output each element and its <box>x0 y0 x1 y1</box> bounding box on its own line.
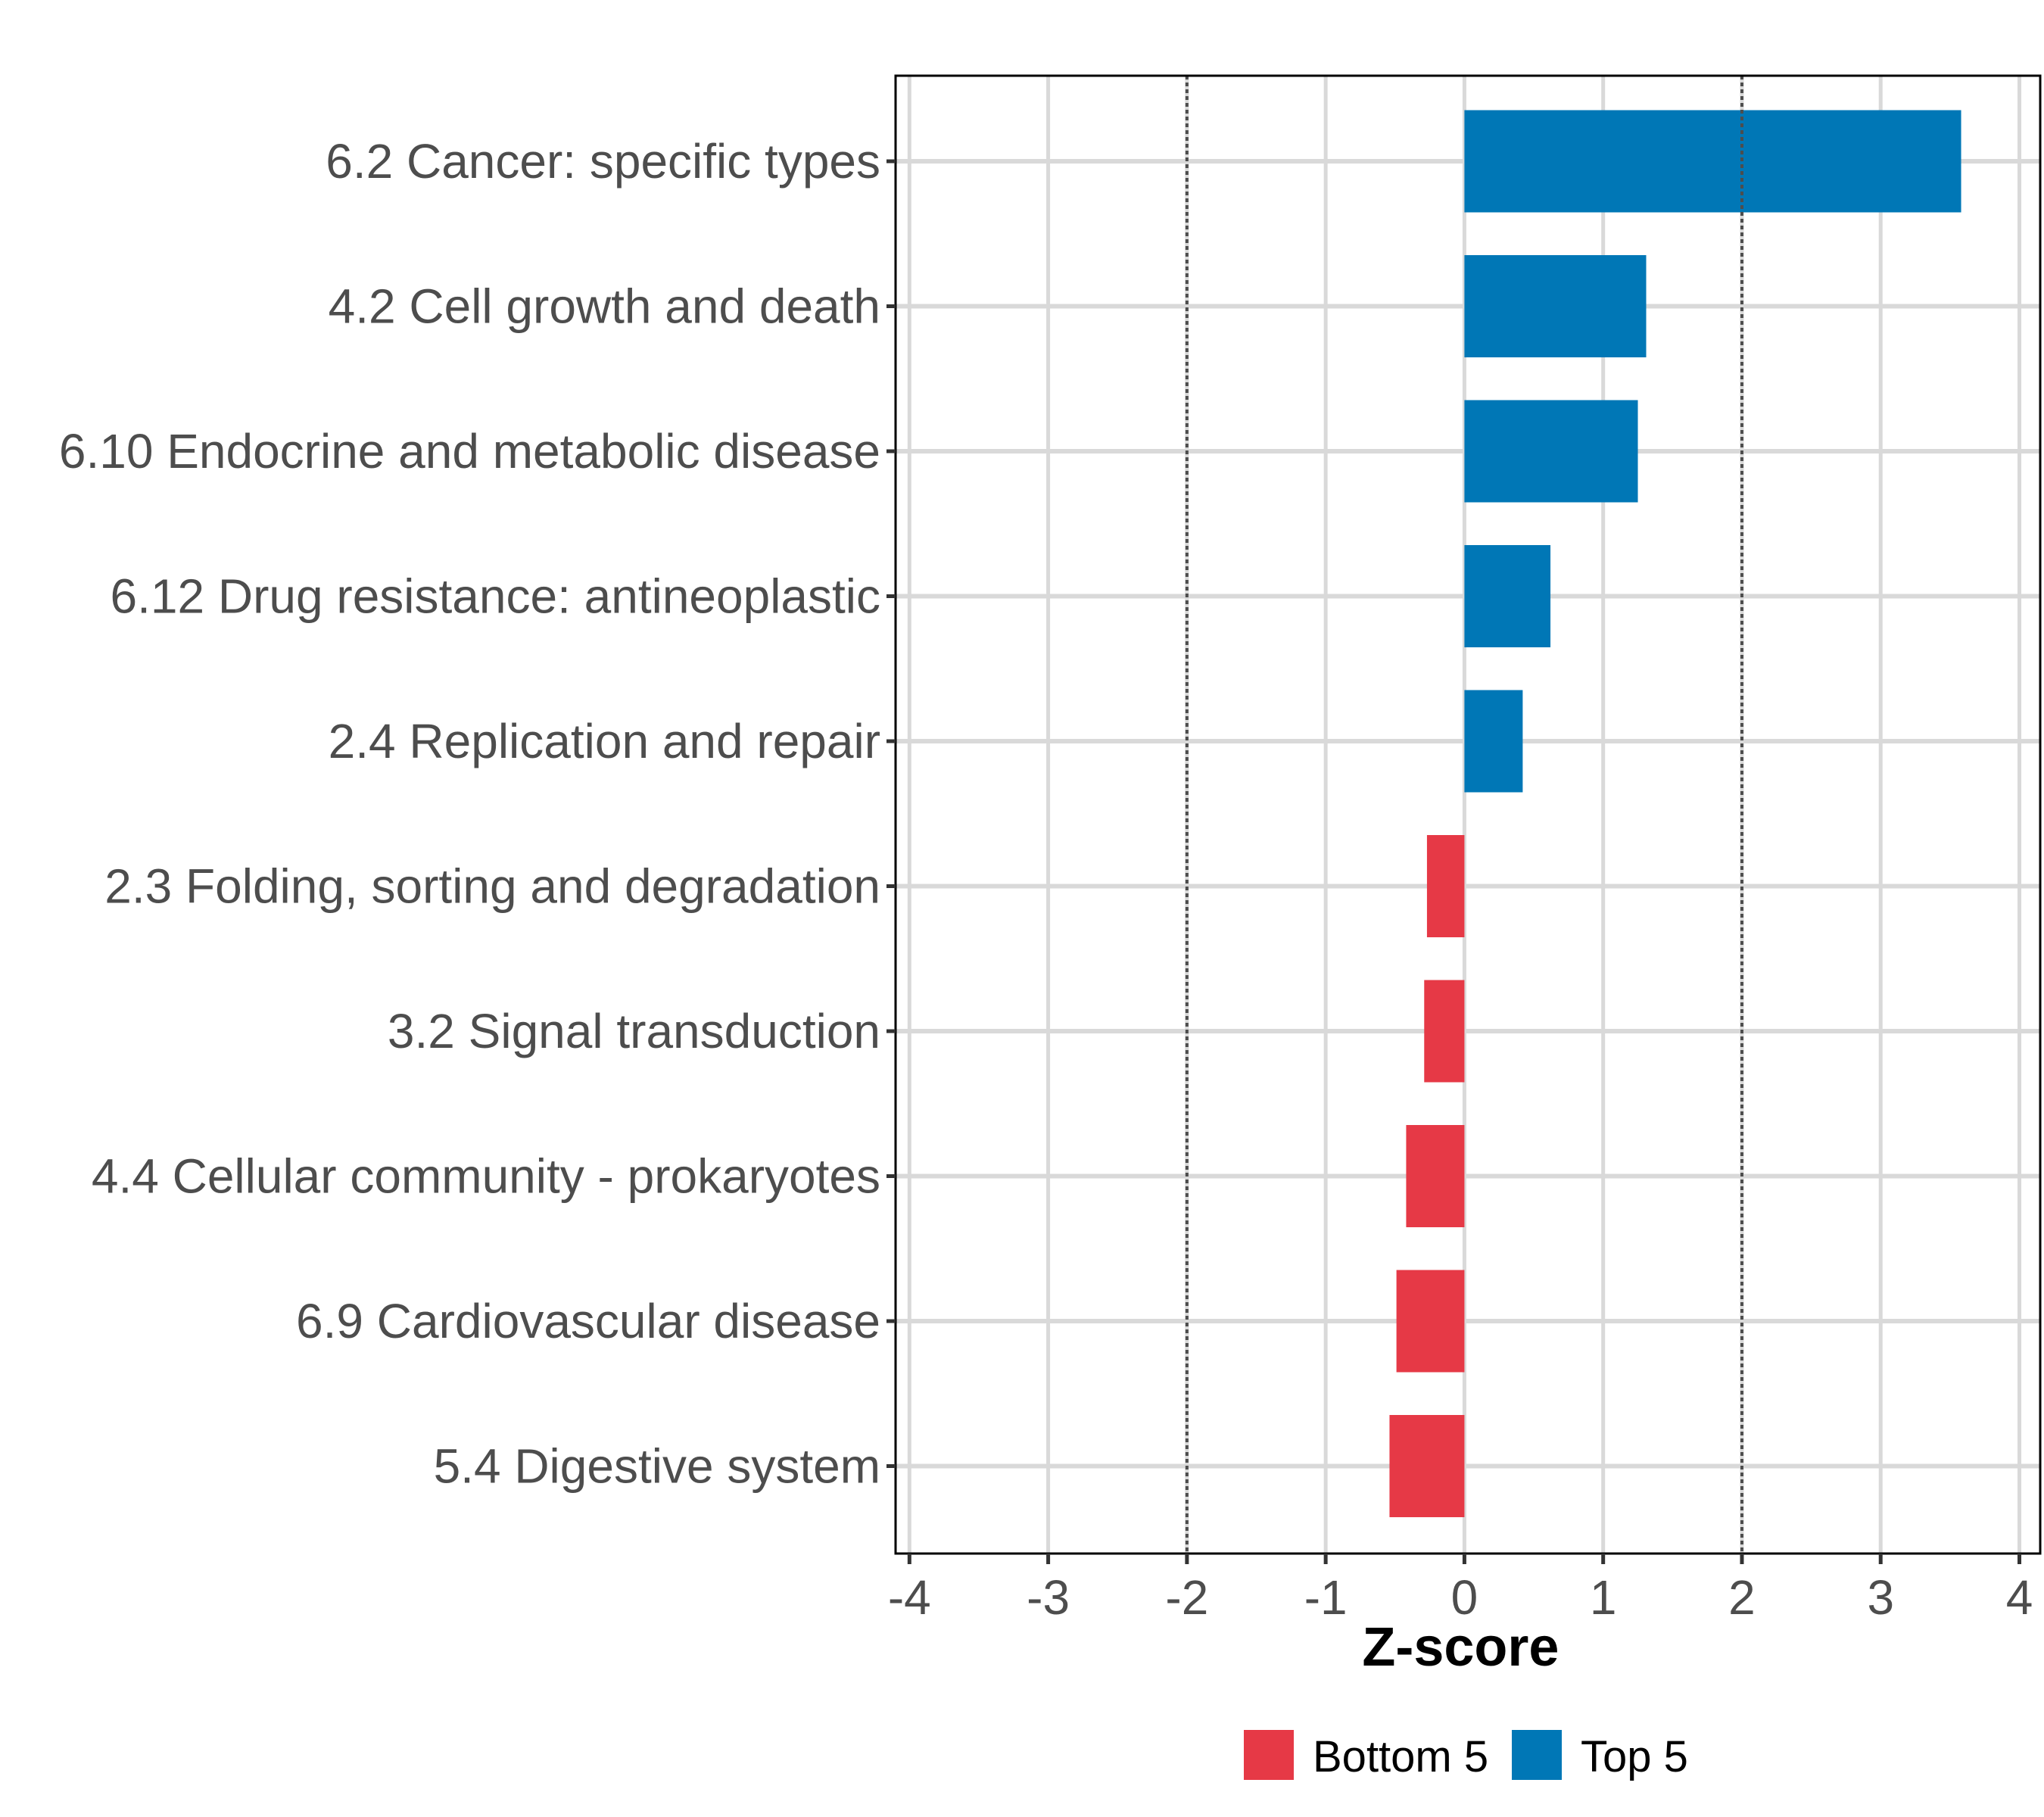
bar-top <box>1464 110 1961 213</box>
category-label: 2.3 Folding, sorting and degradation <box>104 859 880 914</box>
bar-bottom <box>1426 835 1465 937</box>
bar-bottom <box>1389 1415 1465 1517</box>
bar-bottom <box>1424 980 1465 1083</box>
x-axis: -4 -3 -2 -1 0 1 2 3 4 <box>888 1554 2033 1625</box>
category-label: 4.4 Cellular community - prokaryotes <box>92 1149 880 1204</box>
legend-label: Top 5 <box>1581 1732 1688 1781</box>
x-tick-label: -2 <box>1165 1570 1208 1625</box>
x-tick-label: -1 <box>1304 1570 1348 1625</box>
bar-bottom <box>1406 1125 1465 1227</box>
category-label: 6.2 Cancer: specific types <box>326 134 880 189</box>
x-tick-label: 1 <box>1590 1570 1617 1625</box>
legend-swatch <box>1244 1730 1294 1780</box>
x-tick-label: 4 <box>2006 1570 2033 1625</box>
bar-top <box>1464 690 1523 793</box>
x-tick-label: -3 <box>1027 1570 1070 1625</box>
category-label: 6.9 Cardiovascular disease <box>296 1294 880 1348</box>
legend: Bottom 5 Top 5 <box>1244 1730 1688 1781</box>
bars <box>1389 110 1961 1517</box>
x-tick-label: 3 <box>1867 1570 1894 1625</box>
category-label: 5.4 Digestive system <box>434 1439 880 1494</box>
bar-top <box>1464 255 1647 357</box>
category-label: 3.2 Signal transduction <box>388 1004 880 1058</box>
reference-lines <box>1185 76 1743 1554</box>
x-tick-label: -4 <box>888 1570 931 1625</box>
bar-top <box>1464 400 1638 503</box>
x-tick-label: 2 <box>1728 1570 1756 1625</box>
bar-bottom <box>1396 1270 1465 1373</box>
panel-border <box>894 74 2042 1555</box>
x-axis-title: Z-score <box>1362 1617 1559 1678</box>
category-label: 6.12 Drug resistance: antineoplastic <box>111 569 880 624</box>
bar-top <box>1464 545 1551 647</box>
legend-swatch <box>1512 1730 1562 1780</box>
y-axis: 6.2 Cancer: specific types 4.2 Cell growt… <box>59 134 896 1494</box>
x-tick-label: 0 <box>1451 1570 1478 1625</box>
legend-label: Bottom 5 <box>1313 1732 1488 1781</box>
category-label: 4.2 Cell growth and death <box>329 279 880 334</box>
category-label: 2.4 Replication and repair <box>329 714 880 768</box>
category-label: 6.10 Endocrine and metabolic disease <box>59 424 880 478</box>
